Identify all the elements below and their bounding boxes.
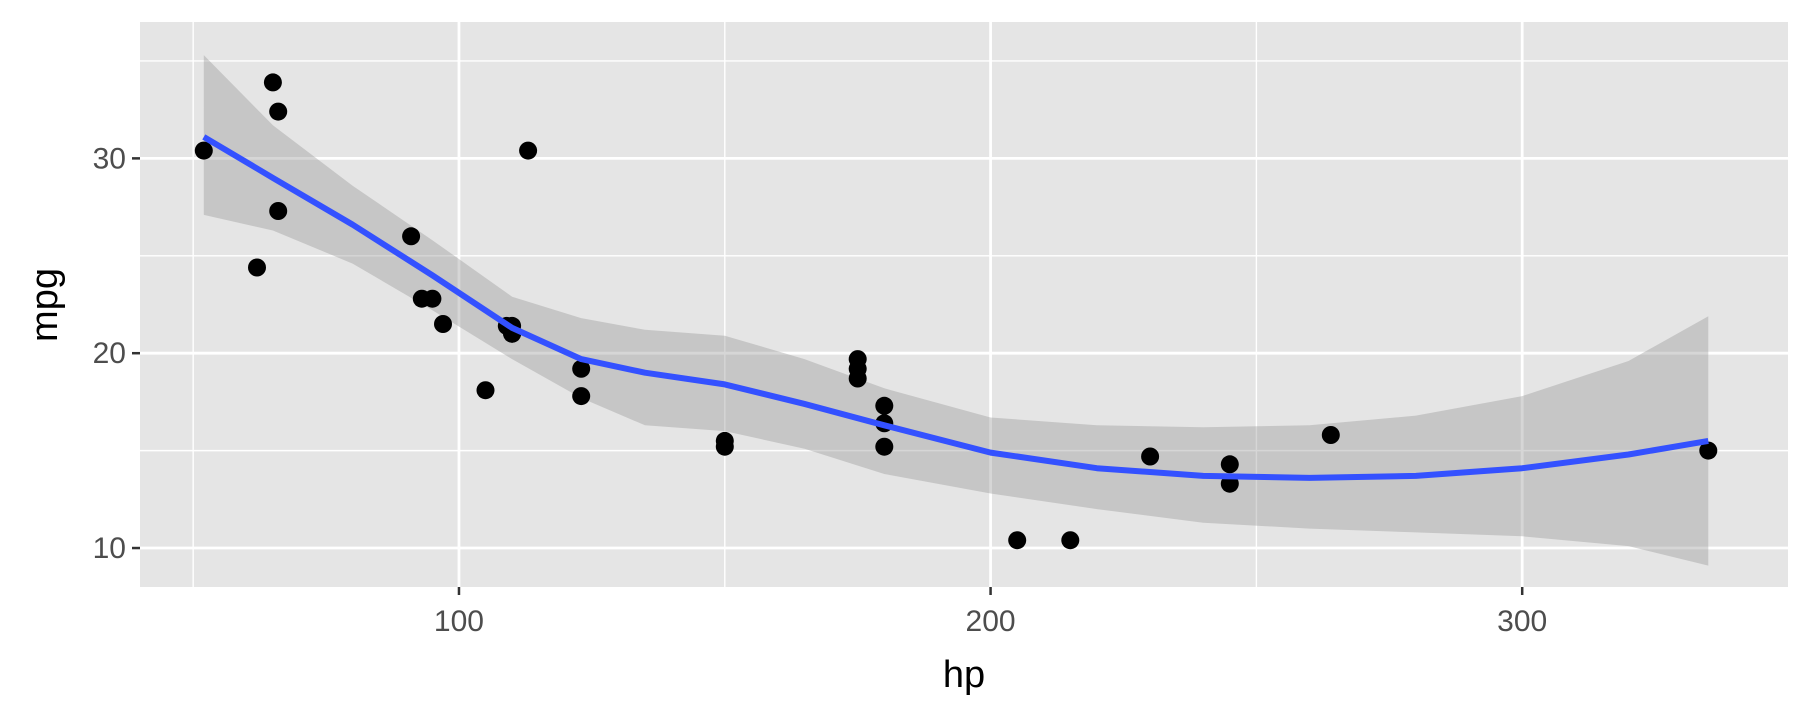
y-tick-label: 10 (93, 532, 126, 565)
data-point (1220, 455, 1239, 474)
data-point (572, 359, 591, 378)
x-axis: 100 200 300 (434, 587, 1547, 638)
data-point (1008, 531, 1027, 550)
data-point (1321, 426, 1340, 444)
major-gridlines (140, 22, 1788, 587)
data-point (269, 102, 288, 121)
x-tick-label: 200 (966, 605, 1016, 638)
data-point (423, 289, 442, 308)
data-point (848, 350, 867, 369)
data-point (572, 387, 591, 406)
data-point (1061, 531, 1080, 550)
data-points (194, 73, 1718, 550)
data-point (1699, 441, 1718, 460)
data-point (875, 437, 894, 456)
data-point (434, 315, 452, 333)
y-axis-title: mpg (24, 268, 66, 342)
data-point (248, 258, 266, 277)
smooth-line (202, 134, 1709, 481)
data-point (476, 381, 495, 400)
data-point (1141, 447, 1160, 466)
data-point (875, 396, 894, 415)
y-tick-label: 30 (93, 142, 126, 175)
x-tick-label: 100 (434, 605, 484, 638)
data-point (715, 437, 734, 456)
x-tick-label: 300 (1497, 605, 1547, 638)
data-point (519, 141, 538, 160)
data-point (263, 73, 282, 92)
x-axis-title: hp (943, 654, 985, 696)
data-point (194, 141, 213, 160)
minor-gridlines (140, 22, 1788, 587)
data-point (269, 202, 288, 220)
y-tick-label: 20 (93, 337, 126, 370)
y-axis: 10 20 30 (93, 142, 140, 565)
plot-panel (140, 22, 1788, 587)
data-point (402, 227, 421, 246)
